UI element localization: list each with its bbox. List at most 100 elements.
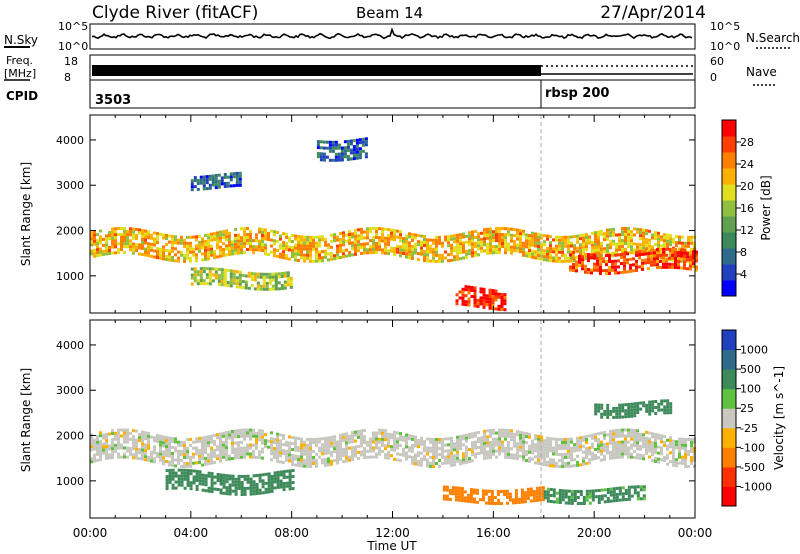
heatmap-cell (243, 437, 246, 441)
heatmap-cell (348, 239, 351, 242)
heatmap-cell (255, 239, 258, 243)
heatmap-cell (522, 452, 525, 456)
heatmap-cell (464, 285, 468, 289)
heatmap-cell (666, 399, 670, 403)
noise-left-tick-top: 10^5 (58, 20, 88, 33)
heatmap-cell (351, 440, 354, 444)
heatmap-cell (220, 274, 224, 278)
heatmap-cell (630, 411, 634, 415)
heatmap-cell (507, 233, 510, 237)
heatmap-cell (360, 453, 363, 457)
heatmap-cell (609, 252, 612, 256)
heatmap-cell (522, 443, 525, 447)
heatmap-cell (405, 237, 408, 241)
heatmap-cell (438, 447, 441, 450)
heatmap-cell (123, 251, 126, 254)
heatmap-cell (345, 248, 348, 252)
heatmap-cell (165, 436, 168, 439)
heatmap-cell (315, 437, 318, 441)
heatmap-cell (486, 233, 489, 237)
heatmap-cell (159, 437, 162, 441)
heatmap-cell (414, 251, 417, 255)
heatmap-cell (627, 431, 630, 435)
heatmap-cell (232, 275, 236, 279)
heatmap-cell (654, 432, 657, 436)
heatmap-cell (569, 265, 572, 269)
heatmap-cell (593, 256, 596, 260)
heatmap-cell (666, 447, 669, 451)
heatmap-cell (650, 263, 653, 267)
heatmap-cell (330, 441, 333, 445)
heatmap-cell (204, 254, 207, 258)
heatmap-cell (543, 258, 546, 262)
heatmap-cell (558, 459, 561, 462)
heatmap-cell (297, 241, 300, 244)
heatmap-cell (402, 240, 405, 243)
heatmap-cell (105, 240, 108, 244)
heatmap-cell (626, 258, 629, 262)
heatmap-cell (322, 158, 326, 162)
heatmap-cell (408, 235, 411, 239)
heatmap-cell (393, 247, 396, 251)
heatmap-cell (466, 493, 470, 497)
heatmap-cell (312, 438, 315, 441)
heatmap-cell (267, 490, 271, 494)
heatmap-cell (471, 230, 474, 234)
heatmap-cell (246, 431, 249, 435)
heatmap-cell (334, 158, 338, 162)
heatmap-cell (285, 235, 288, 239)
heatmap-cell (624, 415, 628, 419)
heatmap-cell (234, 441, 237, 445)
heatmap-cell (456, 453, 459, 457)
heatmap-cell (405, 436, 408, 440)
heatmap-cell (648, 229, 651, 233)
heatmap-cell (288, 478, 292, 482)
heatmap-cell (321, 449, 324, 453)
heatmap-cell (183, 444, 186, 447)
heatmap-cell (618, 449, 621, 453)
heatmap-cell (117, 437, 120, 441)
heatmap-cell (171, 246, 174, 250)
heatmap-cell (123, 452, 126, 456)
heatmap-cell (226, 181, 230, 185)
heatmap-cell (252, 492, 256, 496)
heatmap-cell (117, 242, 120, 246)
heatmap-cell (240, 487, 244, 490)
heatmap-cell (572, 254, 575, 257)
heatmap-cell (208, 270, 212, 274)
heatmap-cell (537, 452, 540, 456)
heatmap-cell (300, 241, 303, 245)
heatmap-cell (468, 457, 471, 460)
heatmap-cell (354, 451, 357, 455)
heatmap-cell (558, 498, 562, 501)
heatmap-cell (162, 444, 165, 448)
heatmap-cell (534, 256, 537, 260)
heatmap-cell (615, 441, 618, 444)
heatmap-cell (405, 246, 408, 250)
heatmap-cell (364, 143, 368, 147)
heatmap-cell (201, 457, 204, 461)
heatmap-cell (381, 248, 384, 252)
heatmap-cell (644, 249, 647, 253)
heatmap-cell (624, 412, 628, 416)
heatmap-cell (174, 238, 177, 242)
heatmap-cell (489, 447, 492, 450)
heatmap-cell (495, 236, 498, 240)
heatmap-cell (267, 481, 271, 485)
heatmap-cell (453, 255, 456, 259)
heatmap-cell (639, 234, 642, 238)
heatmap-cell (195, 238, 198, 242)
heatmap-cell (309, 444, 312, 447)
heatmap-cell (624, 248, 627, 251)
heatmap-cell (150, 242, 153, 246)
heatmap-cell (651, 432, 654, 436)
heatmap-cell (591, 498, 595, 502)
heatmap-cell (681, 458, 684, 462)
heatmap-cell (93, 251, 96, 255)
heatmap-cell (286, 274, 290, 278)
heatmap-cell (339, 439, 342, 443)
heatmap-cell (423, 253, 426, 256)
heatmap-cell (183, 486, 187, 490)
heatmap-cell (549, 449, 552, 453)
heatmap-cell (618, 443, 621, 447)
